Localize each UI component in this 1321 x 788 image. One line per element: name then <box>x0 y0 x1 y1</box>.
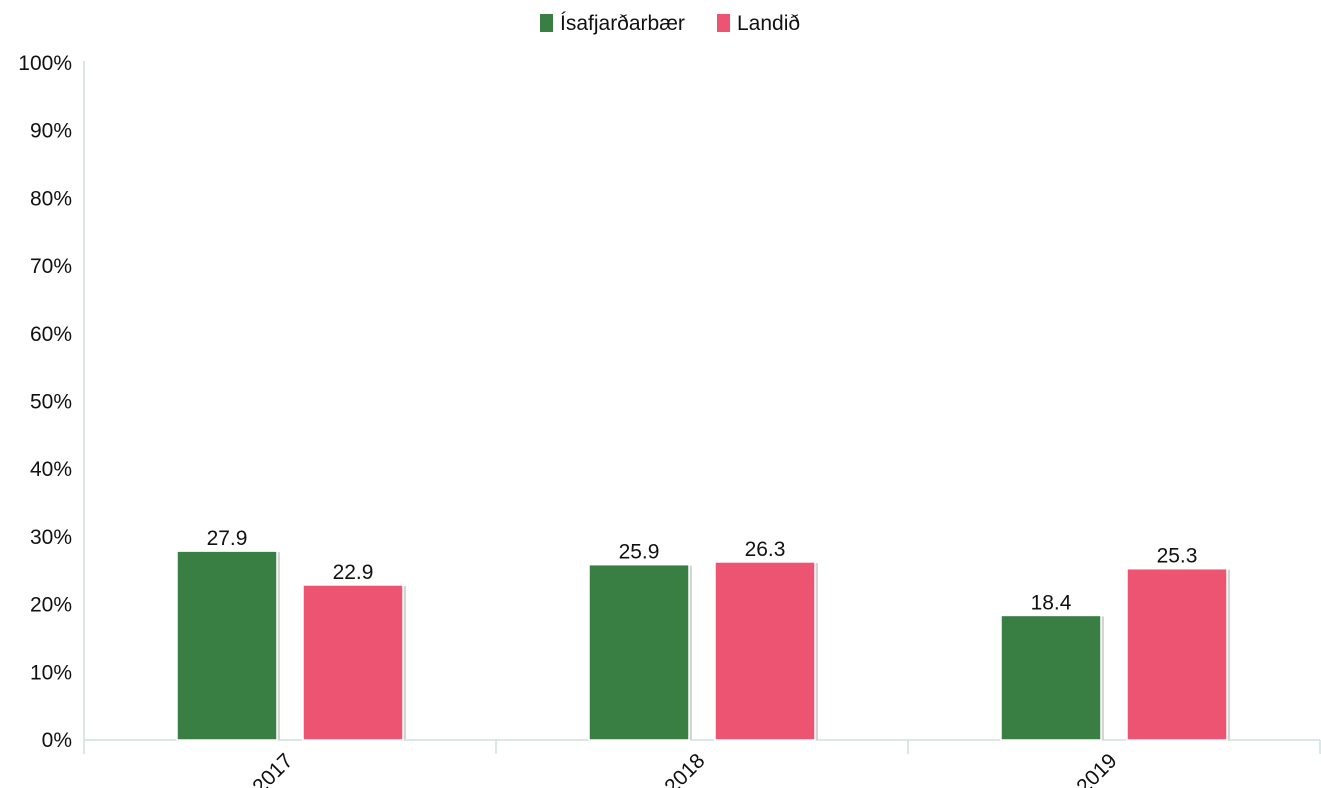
bar <box>176 550 278 741</box>
bar <box>1126 567 1228 741</box>
y-tick-label: 30% <box>30 526 72 549</box>
bars: 27.9 25.9 18.4 22.9 26.3 25.3 <box>176 527 1230 741</box>
y-tick-label: 50% <box>30 391 72 414</box>
y-tick-label: 90% <box>30 120 72 143</box>
data-label: 25.3 <box>1157 545 1198 568</box>
x-axis: 2017 2018 2019 <box>83 739 1321 788</box>
x-tick-label: 2019 <box>1072 749 1121 788</box>
y-tick-label: 40% <box>30 458 72 481</box>
legend-label: Ísafjarðarbær <box>560 12 685 35</box>
data-label: 27.9 <box>207 527 248 550</box>
data-label: 25.9 <box>619 541 660 564</box>
legend-label: Landið <box>737 12 800 35</box>
x-tick-label: 2018 <box>660 749 709 788</box>
data-label: 22.9 <box>333 561 374 584</box>
y-tick-label: 20% <box>30 594 72 617</box>
y-tick-label: 0% <box>42 729 72 752</box>
legend: Ísafjarðarbær Landið <box>540 12 800 35</box>
legend-swatch <box>540 14 553 32</box>
data-label: 26.3 <box>745 538 786 561</box>
bar <box>1000 614 1102 741</box>
y-tick-label: 80% <box>30 187 72 210</box>
y-tick-label: 10% <box>30 661 72 684</box>
legend-swatch <box>717 14 730 32</box>
bar <box>588 563 690 741</box>
y-tick-label: 70% <box>30 255 72 278</box>
bar <box>714 561 816 741</box>
x-tick-label: 2017 <box>248 749 297 788</box>
y-axis: 0% 10% 20% 30% 40% 50% 60% 70% 80% 90% 100% <box>18 52 85 752</box>
y-tick-label: 60% <box>30 323 72 346</box>
y-tick-label: 100% <box>18 52 72 75</box>
bar <box>302 584 404 741</box>
data-label: 18.4 <box>1031 591 1072 614</box>
